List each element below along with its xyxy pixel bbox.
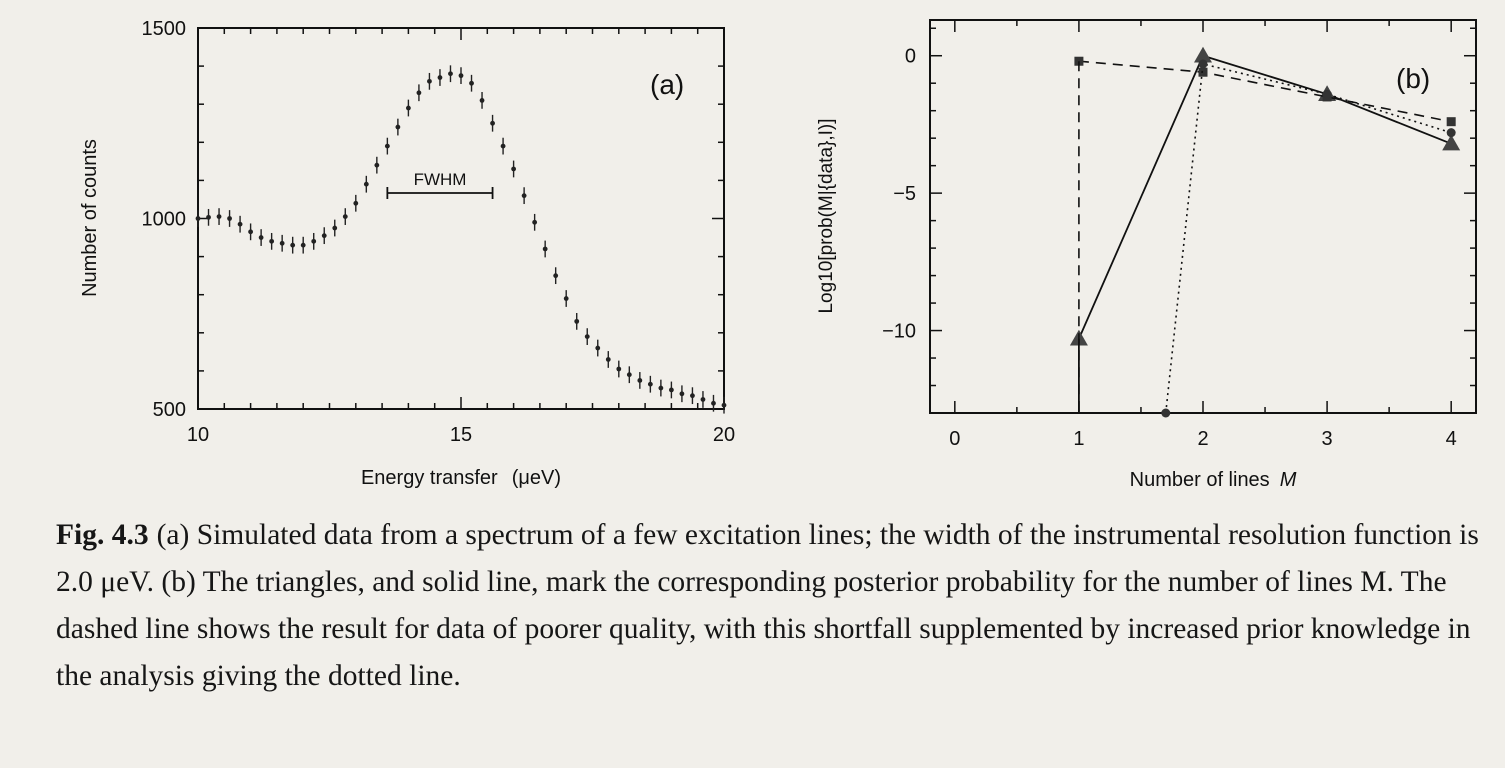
caption-text: (a) Simulated data from a spectrum of a … — [56, 519, 1479, 692]
chart-b-ticks: 0 1 2 3 4 0 −5 −10 — [882, 20, 1476, 450]
x-tick-label: 4 — [1446, 428, 1457, 450]
chart-a-ticks: 10 15 20 500 1000 1500 — [142, 18, 736, 446]
data-point — [363, 181, 369, 187]
data-point — [584, 334, 590, 340]
x-tick-label: 3 — [1322, 428, 1333, 450]
data-point — [300, 242, 306, 248]
chart-a-fwhm-marker — [386, 187, 494, 199]
data-point — [237, 221, 243, 227]
x-tick-label: 15 — [450, 424, 472, 446]
data-point — [342, 214, 348, 219]
data-point — [353, 200, 359, 206]
data-point — [437, 75, 443, 80]
data-point — [490, 120, 495, 126]
data-point — [700, 397, 706, 402]
chart-b: 0 1 2 3 40−5−10 (b) Log10[prob(M|{data},I)] … — [816, 19, 1477, 491]
chart-a-points — [195, 65, 727, 414]
data-point — [311, 238, 317, 244]
caption-label: Fig. 4.3 — [56, 519, 149, 551]
data-point — [321, 233, 327, 239]
chart-a-x-axis-label: Energy transfer (μeV) — [361, 467, 561, 489]
x-tick-label: 2 — [1197, 428, 1208, 450]
data-point — [427, 78, 432, 84]
marker-circle — [1446, 128, 1456, 138]
y-tick-label: 1000 — [142, 209, 187, 231]
data-point — [269, 238, 275, 244]
series-line-dashed — [1078, 60, 1452, 123]
y-tick-label: −10 — [882, 321, 916, 343]
chart-b-series — [1069, 46, 1461, 418]
chart-a-panel-label: (a) — [650, 69, 684, 100]
data-point — [647, 381, 653, 387]
marker-triangle — [1442, 134, 1461, 151]
data-point — [521, 193, 527, 199]
marker-square — [1446, 117, 1456, 127]
data-point — [395, 124, 401, 130]
marker-square — [1198, 67, 1208, 77]
series-line-dotted — [1164, 62, 1452, 414]
data-point — [216, 214, 222, 219]
data-point — [690, 393, 695, 399]
chart-a-x-axis-title: Energy transfer — [361, 467, 498, 489]
data-point — [616, 366, 622, 372]
data-point — [448, 71, 453, 77]
marker-circle — [1198, 59, 1208, 69]
data-point — [563, 296, 569, 301]
data-point — [248, 229, 254, 235]
data-point — [626, 372, 632, 378]
y-tick-label: 1500 — [142, 18, 187, 40]
y-tick-label: −5 — [893, 183, 916, 205]
data-point — [679, 391, 685, 397]
data-point — [416, 90, 422, 96]
data-point — [637, 378, 643, 383]
chart-a-x-axis-unit: (μeV) — [512, 467, 561, 489]
data-point — [595, 345, 601, 351]
chart-a-annotation: FWHM — [414, 170, 467, 189]
data-point — [374, 162, 380, 168]
data-point — [279, 240, 285, 246]
data-point — [511, 166, 516, 172]
marker-triangle — [1194, 46, 1212, 63]
x-tick-label: 1 — [1073, 428, 1084, 450]
data-point — [406, 105, 411, 111]
data-point — [605, 357, 611, 362]
data-point — [458, 73, 464, 79]
data-point — [721, 402, 727, 408]
figure-caption: Fig. 4.3 (a) Simulated data from a spectr… — [56, 512, 1488, 700]
chart-a-frame — [197, 27, 725, 410]
chart-b-x-axis-label: Number of lines M — [1130, 469, 1297, 491]
data-point — [711, 400, 716, 406]
x-tick-label: 10 — [187, 424, 209, 446]
data-point — [206, 214, 211, 220]
chart-b-x-axis-title: Number of lines — [1130, 469, 1270, 491]
chart-a-y-axis-label: Number of counts — [79, 139, 101, 297]
chart-b-panel-label: (b) — [1396, 63, 1430, 94]
data-point — [290, 242, 296, 248]
data-point — [479, 97, 485, 103]
data-point — [384, 143, 390, 149]
x-tick-label: 0 — [949, 428, 960, 450]
chart-b-frame — [929, 19, 1477, 414]
data-point — [574, 318, 580, 324]
data-point — [553, 273, 559, 279]
marker-circle — [1322, 89, 1332, 99]
data-point — [469, 80, 474, 86]
marker-circle — [1161, 408, 1171, 418]
chart-b-y-axis-label: Log10[prob(M|{data},I)] — [816, 118, 837, 313]
data-point — [542, 246, 548, 252]
data-point — [258, 235, 264, 240]
y-tick-label: 0 — [905, 46, 916, 68]
data-point — [658, 385, 664, 391]
data-point — [669, 387, 674, 393]
data-point — [500, 143, 506, 149]
data-point — [195, 216, 201, 221]
data-point — [532, 219, 538, 225]
chart-a: 10 15 20 500 1000 1500 (a) FWHM Number of cou… — [79, 18, 736, 489]
data-point — [227, 216, 232, 221]
series-line-solid — [1078, 54, 1452, 340]
chart-b-x-axis-symbol: M — [1280, 469, 1297, 491]
data-point — [332, 225, 338, 231]
y-tick-label: 500 — [153, 399, 186, 421]
x-tick-label: 20 — [713, 424, 735, 446]
